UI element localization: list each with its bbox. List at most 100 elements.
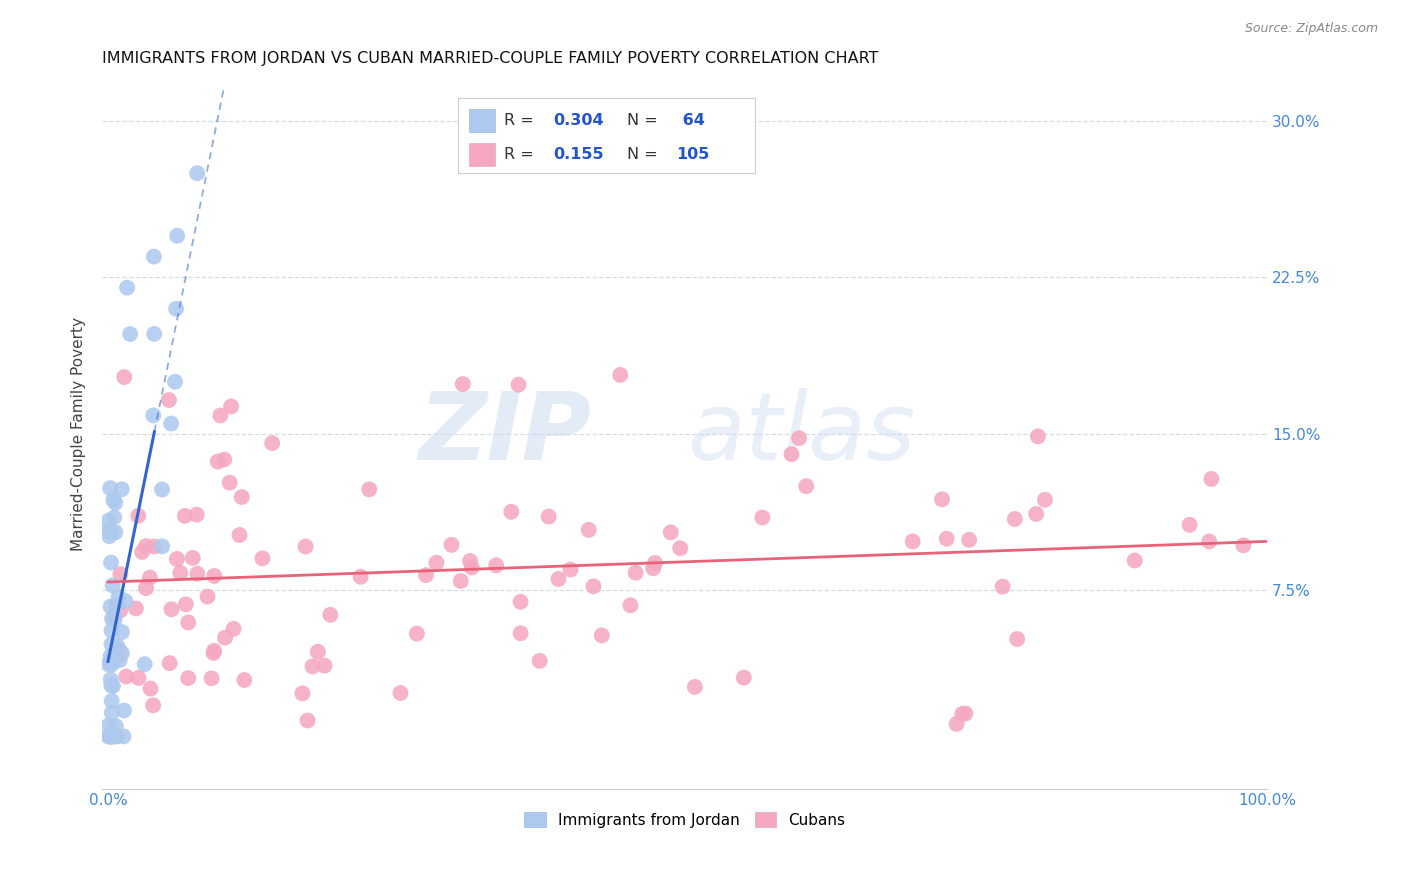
Point bbox=[159, 656, 181, 670]
Point bbox=[139, 681, 162, 696]
Point bbox=[111, 625, 134, 640]
Point bbox=[214, 452, 236, 467]
Point bbox=[177, 615, 200, 630]
Point bbox=[751, 510, 773, 524]
Point bbox=[231, 490, 253, 504]
Point bbox=[165, 301, 187, 316]
Point bbox=[485, 558, 508, 573]
Point bbox=[643, 561, 665, 575]
Point bbox=[202, 646, 225, 660]
FancyBboxPatch shape bbox=[457, 98, 755, 173]
Point bbox=[991, 580, 1014, 594]
Point bbox=[100, 637, 122, 651]
Point bbox=[101, 578, 124, 592]
Point bbox=[110, 567, 132, 582]
Point bbox=[100, 678, 122, 692]
Point bbox=[131, 545, 153, 559]
Point bbox=[509, 626, 531, 640]
Point bbox=[177, 671, 200, 685]
Point bbox=[219, 400, 242, 414]
Text: 64: 64 bbox=[676, 113, 704, 128]
FancyBboxPatch shape bbox=[470, 143, 495, 166]
Point bbox=[301, 659, 323, 673]
Point bbox=[108, 653, 131, 667]
Point bbox=[214, 631, 236, 645]
Point bbox=[100, 648, 122, 663]
Point bbox=[98, 481, 121, 495]
Point bbox=[135, 581, 157, 595]
Point bbox=[294, 540, 316, 554]
Point bbox=[128, 671, 150, 685]
Text: ZIP: ZIP bbox=[419, 388, 592, 480]
Point bbox=[1025, 507, 1047, 521]
Text: IMMIGRANTS FROM JORDAN VS CUBAN MARRIED-COUPLE FAMILY POVERTY CORRELATION CHART: IMMIGRANTS FROM JORDAN VS CUBAN MARRIED-… bbox=[103, 51, 879, 66]
Point bbox=[114, 594, 136, 608]
Point bbox=[669, 541, 692, 556]
Point bbox=[157, 392, 180, 407]
Text: R =: R = bbox=[505, 113, 538, 128]
Point bbox=[950, 706, 973, 721]
Point bbox=[103, 492, 125, 507]
Point bbox=[98, 655, 121, 669]
Point bbox=[458, 554, 481, 568]
Point bbox=[127, 508, 149, 523]
Point bbox=[100, 624, 122, 638]
Point bbox=[173, 508, 195, 523]
Point bbox=[560, 562, 582, 576]
Point bbox=[107, 640, 129, 654]
Point bbox=[134, 657, 156, 672]
Point bbox=[111, 483, 134, 497]
Point bbox=[350, 570, 373, 584]
Point bbox=[98, 730, 121, 744]
Point bbox=[1201, 472, 1223, 486]
Point bbox=[451, 377, 474, 392]
Point bbox=[733, 671, 755, 685]
Point bbox=[142, 698, 165, 713]
Point bbox=[139, 571, 162, 585]
Point bbox=[389, 686, 412, 700]
Point bbox=[307, 645, 329, 659]
Point bbox=[105, 730, 128, 744]
Point bbox=[104, 719, 127, 733]
Point bbox=[509, 595, 531, 609]
Point bbox=[115, 280, 138, 294]
Point bbox=[1198, 534, 1220, 549]
Point bbox=[186, 566, 208, 581]
Point bbox=[218, 475, 240, 490]
Point bbox=[291, 686, 314, 700]
Point bbox=[101, 730, 124, 744]
Text: 0.155: 0.155 bbox=[553, 147, 603, 161]
Point bbox=[1004, 512, 1026, 526]
Text: 0.304: 0.304 bbox=[553, 113, 603, 128]
FancyBboxPatch shape bbox=[470, 110, 495, 132]
Point bbox=[108, 603, 131, 617]
Point bbox=[501, 505, 523, 519]
Point bbox=[228, 528, 250, 542]
Point bbox=[508, 377, 530, 392]
Point bbox=[425, 556, 447, 570]
Text: R =: R = bbox=[505, 147, 538, 161]
Point bbox=[197, 590, 219, 604]
Point bbox=[794, 479, 817, 493]
Point bbox=[104, 613, 127, 627]
Point bbox=[591, 628, 613, 642]
Point bbox=[97, 730, 120, 744]
Point bbox=[104, 525, 127, 540]
Point bbox=[1005, 632, 1028, 646]
Legend: Immigrants from Jordan, Cubans: Immigrants from Jordan, Cubans bbox=[517, 806, 852, 834]
Point bbox=[100, 694, 122, 708]
Point bbox=[582, 579, 605, 593]
Point bbox=[97, 718, 120, 732]
Point bbox=[104, 496, 127, 510]
Point bbox=[111, 646, 134, 660]
Point bbox=[112, 370, 135, 384]
Point bbox=[142, 250, 165, 264]
Point bbox=[1232, 538, 1254, 552]
Point bbox=[202, 644, 225, 658]
Point bbox=[142, 409, 165, 423]
Point bbox=[97, 657, 120, 672]
Point bbox=[624, 566, 647, 580]
Point bbox=[166, 552, 188, 566]
Point bbox=[174, 598, 197, 612]
Point bbox=[125, 601, 148, 615]
